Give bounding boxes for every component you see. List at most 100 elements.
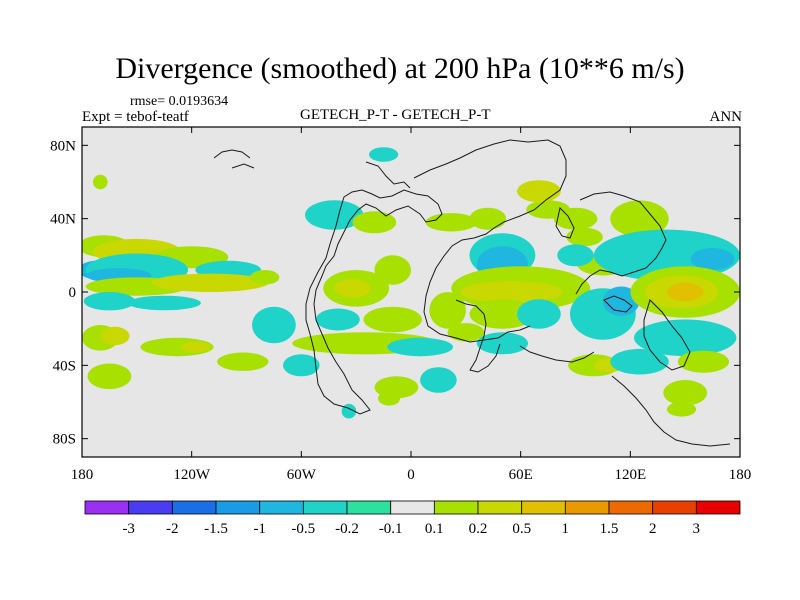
center-label: GETECH_P-T - GETECH_P-T	[300, 107, 491, 123]
colorbar-swatch	[259, 500, 304, 515]
colorbar-label: 0.5	[512, 521, 531, 537]
coastline-madagascar	[555, 207, 575, 239]
colorbar-label: -0.2	[335, 521, 359, 537]
x-tick-label: 60W	[287, 467, 317, 483]
colorbar-swatch	[346, 500, 392, 515]
y-tick-label: 0	[69, 285, 77, 301]
coastline-islands	[603, 295, 633, 313]
season-label: ANN	[709, 109, 743, 125]
contour-patch	[566, 227, 603, 247]
colorbar-swatch	[477, 500, 523, 515]
contour-patch	[557, 244, 594, 267]
x-tick-label: 180	[71, 467, 94, 483]
x-tick-label: 60E	[509, 467, 533, 483]
contour-patch	[283, 354, 320, 377]
contour-patch	[553, 207, 598, 230]
contour-patch	[429, 292, 466, 329]
coastline-pacific	[643, 299, 691, 371]
experiment-label: Expt = tebof-teatf	[82, 109, 189, 125]
colorbar-label: 1	[562, 521, 570, 537]
x-tick-label: 0	[407, 467, 415, 483]
coastline-south	[519, 345, 595, 363]
coastline-africa	[455, 299, 501, 373]
contour-patch	[250, 270, 280, 285]
coastline-antarctic	[611, 375, 731, 447]
colorbar-swatch	[302, 500, 348, 515]
contour-patch	[517, 180, 561, 203]
colorbar-swatch	[171, 500, 217, 515]
colorbar-swatch	[521, 500, 566, 515]
colorbar-label: -1	[253, 521, 266, 537]
contour-patch	[83, 292, 135, 311]
contour-patch	[100, 326, 130, 346]
colorbar-swatch	[608, 500, 654, 515]
contour-patch	[352, 211, 397, 234]
colorbar-swatch	[390, 500, 435, 515]
contour-patches	[82, 147, 740, 419]
colorbar-label: -0.1	[379, 521, 403, 537]
contour-patch	[517, 299, 561, 329]
y-axis: 80N 40N 0 40S 80S	[50, 138, 740, 448]
contour-patch	[663, 380, 708, 406]
colorbar-swatch	[433, 500, 479, 515]
colorbar-label: -0.5	[291, 521, 315, 537]
contour-patch	[180, 341, 210, 353]
colorbar-swatch	[652, 500, 697, 515]
coastline-central	[365, 161, 411, 189]
contour-patch	[87, 363, 132, 390]
coastlines	[213, 139, 731, 447]
colorbar-label: -3	[122, 521, 135, 537]
x-tick-label: 120W	[173, 467, 211, 483]
contour-patch	[425, 213, 477, 232]
contour-patch	[217, 352, 269, 371]
chart-title: Divergence (smoothed) at 200 hPa (10**6 …	[115, 52, 685, 85]
colorbar: -3 -2 -1.5 -1 -0.5 -0.2 -0.1 0.1 0.2 0.5 1 1.5 2 3	[84, 500, 741, 537]
colorbar-swatch	[695, 500, 741, 515]
contour-patch	[334, 279, 371, 298]
contour-patch	[127, 295, 201, 311]
y-tick-label: 80S	[53, 432, 76, 448]
contour-patch	[378, 391, 401, 406]
y-tick-label: 40S	[53, 358, 76, 374]
coastline-arctic	[213, 149, 255, 169]
coastline-eurasia	[413, 139, 567, 343]
colorbar-label: 1.5	[600, 521, 619, 537]
colorbar-swatch	[564, 500, 610, 515]
y-tick-label: 80N	[50, 138, 76, 154]
contour-patch	[469, 207, 507, 230]
y-tick-label: 40N	[50, 212, 76, 228]
contour-patch	[420, 367, 457, 393]
x-axis: 180 120W 60W 0 60E 120E 180	[71, 127, 752, 483]
x-tick-label: 120E	[614, 467, 646, 483]
colorbar-swatch	[128, 500, 173, 515]
contour-patch	[374, 255, 412, 285]
contour-patch	[369, 147, 399, 162]
contour-patch	[460, 281, 563, 303]
colorbar-swatch	[215, 500, 261, 515]
contour-patch	[93, 174, 108, 190]
contour-patch	[666, 402, 697, 417]
contour-patch	[677, 350, 730, 373]
rmse-label: rmse= 0.0193634	[130, 94, 229, 109]
contour-patch	[316, 308, 360, 331]
contour-patch	[252, 306, 296, 344]
colorbar-label: 3	[693, 521, 701, 537]
contour-patch	[634, 319, 737, 357]
colorbar-label: -1.5	[204, 521, 228, 537]
contour-patch	[690, 248, 735, 270]
contour-patch	[387, 337, 453, 357]
coastline-americas	[305, 189, 443, 415]
coastline-east	[575, 191, 667, 295]
contour-patch	[363, 306, 422, 333]
contour-patch	[610, 200, 669, 237]
colorbar-label: 0.2	[469, 521, 488, 537]
contour-patch	[447, 323, 485, 342]
contour-patch	[151, 273, 269, 292]
colorbar-label: -2	[166, 521, 179, 537]
colorbar-label: 2	[649, 521, 657, 537]
contour-patch	[476, 332, 528, 355]
x-tick-label: 180	[729, 467, 752, 483]
colorbar-label: 0.1	[425, 521, 444, 537]
contour-patch	[666, 282, 704, 302]
